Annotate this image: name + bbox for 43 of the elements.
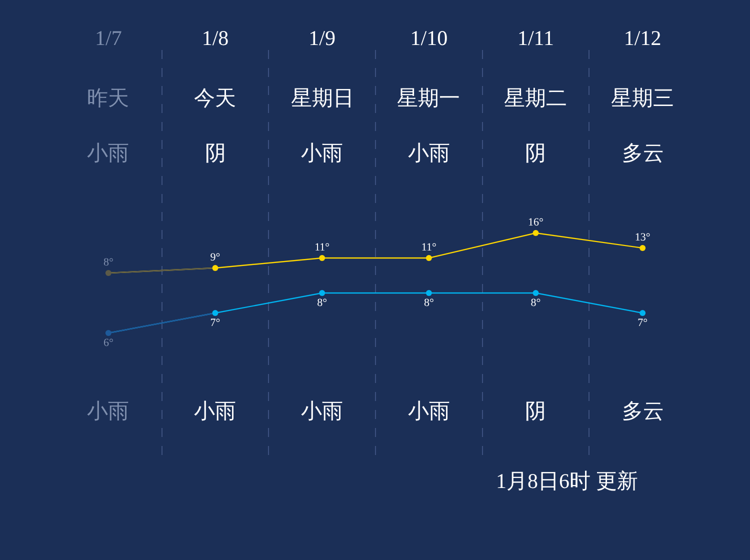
annotation: 小雨 <box>408 141 450 165</box>
x-tick-label: 1/12 <box>624 26 662 50</box>
x-tick-label: 1/10 <box>410 26 448 50</box>
annotation: 小雨 <box>408 399 450 423</box>
annotation: 昨天 <box>87 86 129 110</box>
annotation: 小雨 <box>194 399 236 423</box>
data-label: 8° <box>103 256 114 268</box>
point <box>319 255 326 261</box>
data-label: 11° <box>314 242 330 254</box>
data-label: 7° <box>210 317 220 329</box>
annotation: 多云 <box>622 399 664 423</box>
point <box>532 230 539 236</box>
point <box>640 245 646 251</box>
x-tick-label: 1/8 <box>202 26 229 50</box>
annotation: 小雨 <box>87 141 129 165</box>
data-label: 11° <box>421 242 436 254</box>
annotation: 星期一 <box>397 86 460 110</box>
annotation: 小雨 <box>301 399 343 423</box>
x-tick-label: 1/9 <box>308 26 336 50</box>
annotation: 小雨 <box>301 141 343 165</box>
annotation: 星期日 <box>291 86 354 110</box>
x-tick-label: 1/7 <box>95 26 122 50</box>
text: 1月8日6时 更新 <box>496 469 638 493</box>
data-label: 7° <box>638 317 648 329</box>
annotation: 阴 <box>205 141 226 165</box>
x-tick-label: 1/11 <box>517 26 554 50</box>
data-label: 8° <box>424 297 434 309</box>
annotation: 阴 <box>525 141 546 165</box>
annotation: 星期二 <box>504 86 567 110</box>
data-label: 8° <box>317 297 328 309</box>
data-label: 9° <box>210 252 220 264</box>
data-label: 13° <box>634 232 650 244</box>
annotation: 今天 <box>194 86 236 110</box>
annotation: 星期三 <box>611 86 674 110</box>
annotation: 小雨 <box>87 399 129 423</box>
point <box>426 255 432 261</box>
data-label: 6° <box>103 337 114 349</box>
annotation: 阴 <box>525 399 546 423</box>
point <box>212 265 218 271</box>
data-label: 8° <box>530 297 541 309</box>
data-label: 16° <box>528 216 544 228</box>
annotation: 多云 <box>622 141 664 165</box>
point <box>105 270 112 276</box>
